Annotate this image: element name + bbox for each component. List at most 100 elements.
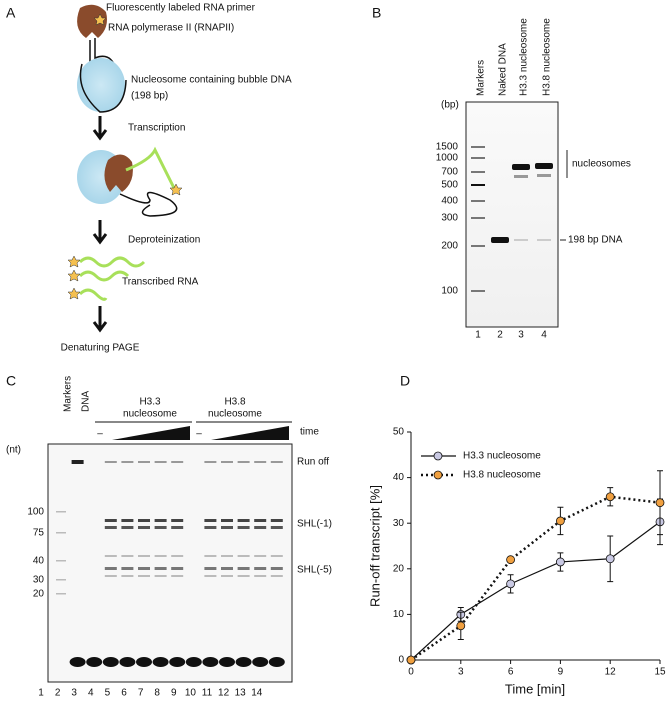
y-tick-label: 0 <box>398 655 404 666</box>
x-tick-label: 3 <box>458 667 464 678</box>
band <box>202 657 219 667</box>
band <box>154 575 167 577</box>
nucleosome-icon <box>77 58 125 112</box>
band <box>204 519 217 522</box>
band <box>254 567 267 570</box>
band <box>254 526 267 529</box>
band <box>270 461 283 463</box>
band <box>171 555 184 557</box>
band <box>221 519 233 522</box>
x-tick-label: 0 <box>408 667 414 678</box>
panel-letter: B <box>372 5 381 21</box>
band <box>237 575 250 577</box>
legend-label: H3.3 nucleosome <box>463 451 541 462</box>
band <box>268 657 285 667</box>
band <box>104 526 117 529</box>
label: Nucleosome containing bubble DNA <box>131 75 292 86</box>
panel-c: C Markers DNA H3.3 nucleosome H3.8 nucle… <box>6 373 332 699</box>
marker-label: 500 <box>441 180 458 191</box>
band <box>237 567 250 570</box>
band <box>138 575 150 577</box>
band <box>235 657 252 667</box>
lane-number: 7 <box>138 688 144 699</box>
label: Denaturing PAGE <box>61 343 140 354</box>
band <box>171 461 184 463</box>
band <box>270 526 283 529</box>
marker-label: 40 <box>33 556 45 567</box>
marker-label: 400 <box>441 196 458 207</box>
band <box>154 519 167 522</box>
band <box>237 555 250 557</box>
panel-letter: A <box>6 5 16 21</box>
x-tick-label: 15 <box>654 667 666 678</box>
point <box>605 554 615 564</box>
band <box>270 519 283 522</box>
legend-marker <box>433 470 443 480</box>
band <box>104 555 117 557</box>
band <box>219 657 235 667</box>
lane-number: 4 <box>88 688 94 699</box>
dash: – <box>97 429 103 440</box>
lane-number: 2 <box>55 688 61 699</box>
lane-number: 12 <box>218 688 230 699</box>
marker-band <box>56 593 66 595</box>
marker-label: 1500 <box>436 142 459 153</box>
y-tick-label: 30 <box>393 518 405 529</box>
marker-band <box>56 511 66 513</box>
band <box>221 555 233 557</box>
lane-header: H3.3 nucleosome <box>519 18 530 96</box>
marker-label: 700 <box>441 167 458 178</box>
band <box>252 657 269 667</box>
band <box>171 519 184 522</box>
lane-number: 3 <box>71 688 77 699</box>
lane-number: 10 <box>185 688 197 699</box>
annotation: SHL(-1) <box>297 519 332 530</box>
label: RNA polymerase II (RNAPII) <box>108 23 234 34</box>
band <box>254 575 267 577</box>
band <box>102 657 119 667</box>
marker-label: 20 <box>33 589 45 600</box>
group-label: H3.8 <box>224 397 246 408</box>
band <box>121 519 134 522</box>
annotation: SHL(-5) <box>297 565 332 576</box>
lane-number: 8 <box>154 688 160 699</box>
annotation: Run off <box>297 457 329 468</box>
band <box>204 461 217 463</box>
band <box>138 526 150 529</box>
series-line <box>410 521 661 661</box>
rna <box>125 146 177 191</box>
band <box>204 575 217 577</box>
lane-number: 1 <box>38 688 44 699</box>
lane-number: 13 <box>235 688 247 699</box>
point <box>406 655 416 665</box>
marker-band <box>56 532 66 534</box>
arrow <box>92 220 108 245</box>
point <box>506 555 516 565</box>
annotation: nucleosomes <box>572 159 631 170</box>
legend-label: H3.8 nucleosome <box>463 470 541 481</box>
band <box>270 567 283 570</box>
marker-band <box>471 290 485 292</box>
legend-marker <box>433 451 443 461</box>
band <box>138 461 150 463</box>
band <box>169 657 186 667</box>
arrow <box>92 306 108 333</box>
unit: (nt) <box>6 445 21 456</box>
point <box>605 492 615 502</box>
star <box>93 13 107 26</box>
y-tick-label: 10 <box>393 609 405 620</box>
band <box>221 575 233 577</box>
marker-band <box>471 245 485 247</box>
band <box>121 526 134 529</box>
panel-letter: C <box>6 373 16 389</box>
y-axis-label: Run-off transcript [%] <box>367 485 382 607</box>
x-tick-label: 6 <box>508 667 514 678</box>
marker-band <box>471 184 485 186</box>
panel-b: B (bp) nucleosomes 198 bp DNA Markers Nak… <box>372 5 631 341</box>
lane-header: Markers <box>476 60 487 96</box>
lane-number: 5 <box>105 688 111 699</box>
band <box>270 575 283 577</box>
band <box>138 567 150 570</box>
band <box>121 575 134 577</box>
band <box>237 519 250 522</box>
